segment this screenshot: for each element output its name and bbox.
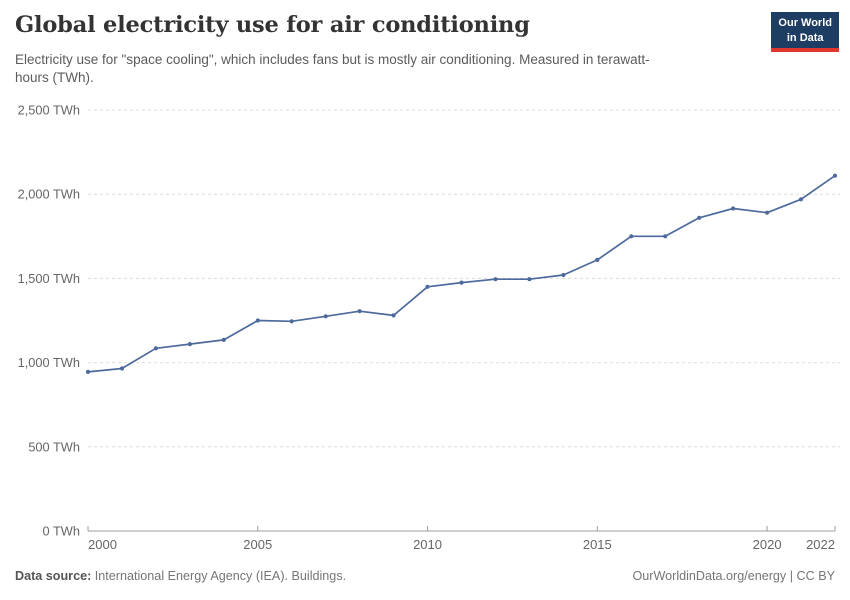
chart-title: Global electricity use for air condition… [15, 12, 530, 38]
data-point[interactable] [255, 318, 260, 323]
data-source-text: International Energy Agency (IEA). Build… [91, 569, 347, 583]
data-point[interactable] [221, 337, 226, 342]
data-point[interactable] [493, 277, 498, 282]
x-axis-label: 2022 [806, 537, 835, 552]
y-axis-label: 500 TWh [28, 439, 80, 454]
x-axis-label: 2010 [413, 537, 442, 552]
data-source-label: Data source: [15, 569, 92, 583]
chart-subtitle: Electricity use for "space cooling", whi… [15, 52, 650, 86]
y-axis-label: 2,500 TWh [18, 103, 80, 118]
data-point[interactable] [459, 280, 464, 285]
data-point[interactable] [595, 257, 600, 262]
attribution-link[interactable]: OurWorldinData.org/energy | CC BY [632, 569, 835, 583]
data-point[interactable] [119, 366, 125, 371]
y-axis-label: 1,500 TWh [18, 271, 80, 286]
data-point[interactable] [561, 272, 566, 278]
data-point[interactable] [289, 319, 294, 324]
data-point[interactable] [731, 206, 736, 211]
x-axis-label: 2020 [753, 537, 782, 552]
data-point[interactable] [85, 369, 91, 374]
data-point[interactable] [153, 346, 158, 351]
y-axis-label: 2,000 TWh [18, 187, 80, 202]
x-axis-label: 2015 [583, 537, 612, 552]
y-axis-label: 1,000 TWh [18, 355, 80, 370]
x-axis-label: 2005 [243, 537, 272, 552]
owid-logo[interactable]: Our World in Data [771, 12, 839, 53]
data-point[interactable] [357, 309, 362, 314]
data-line [87, 174, 836, 373]
x-axis-label: 2000 [88, 537, 117, 552]
data-source: Data source: International Energy Agency… [15, 569, 346, 583]
y-axis-label: 0 TWh [43, 524, 80, 539]
data-point[interactable] [765, 210, 770, 215]
owid-logo-line2: in Data [786, 31, 824, 44]
owid-logo-line1: Our World [778, 17, 832, 29]
data-point[interactable] [391, 313, 396, 318]
data-point[interactable] [832, 173, 838, 178]
data-point[interactable] [425, 284, 430, 289]
data-point[interactable] [629, 234, 634, 239]
data-point[interactable] [527, 277, 532, 282]
data-point[interactable] [663, 234, 668, 239]
data-point[interactable] [798, 197, 804, 202]
data-point[interactable] [697, 215, 702, 220]
data-point[interactable] [323, 314, 328, 319]
data-point[interactable] [187, 342, 192, 347]
